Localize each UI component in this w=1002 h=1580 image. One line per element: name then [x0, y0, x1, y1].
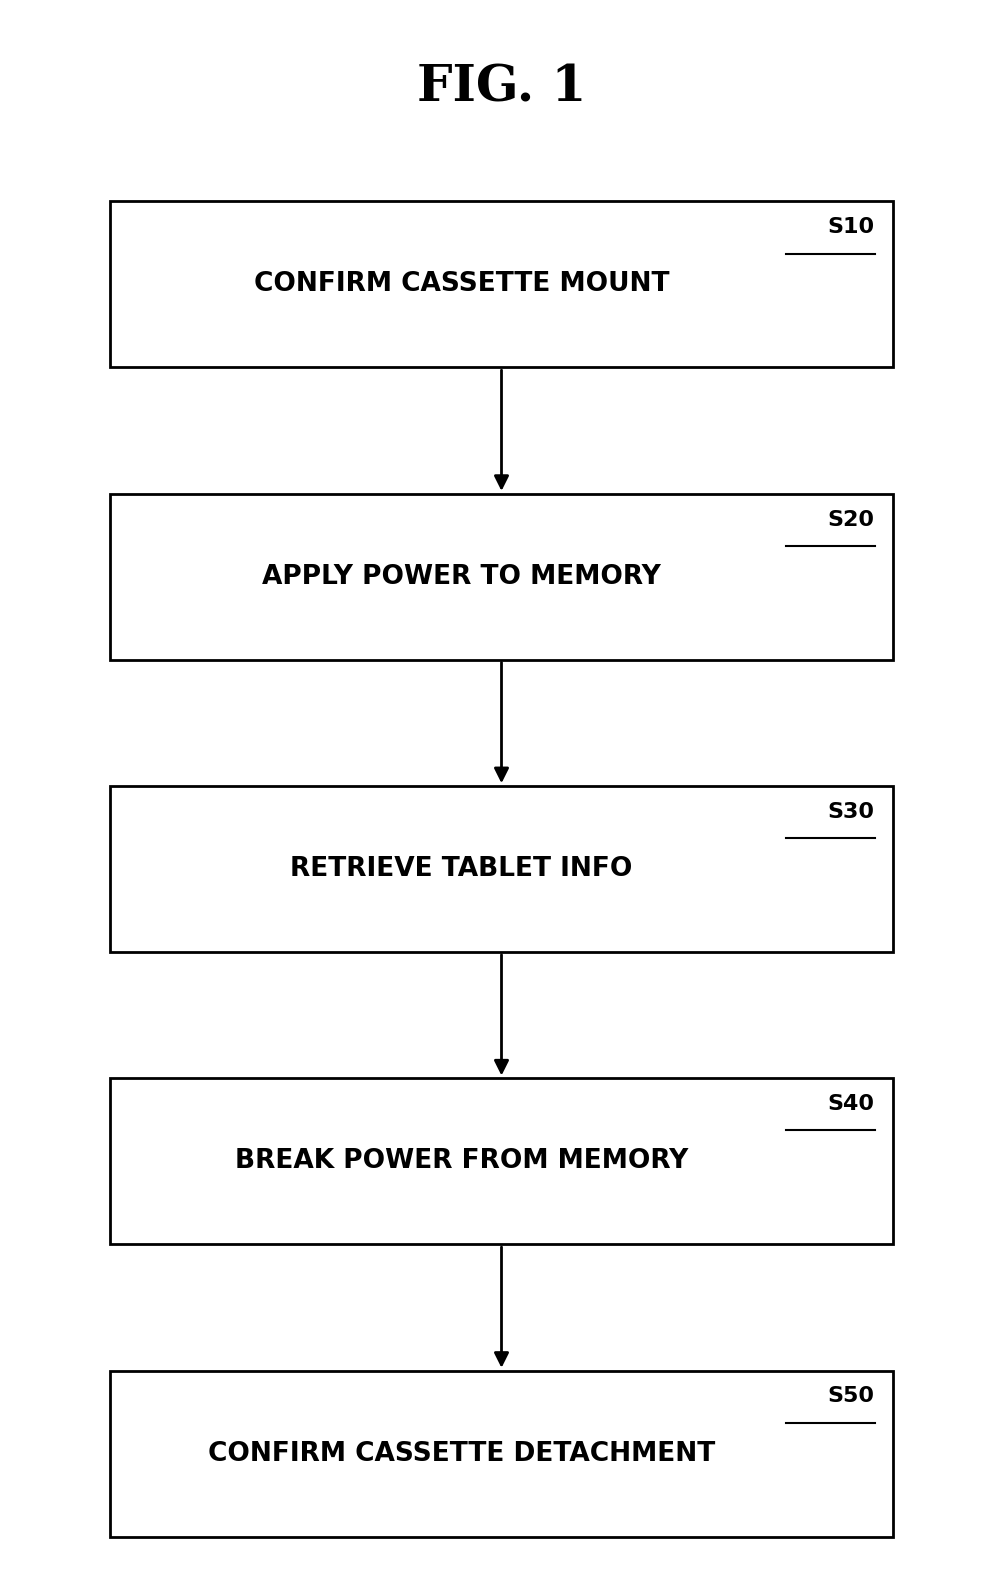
Text: CONFIRM CASSETTE MOUNT: CONFIRM CASSETTE MOUNT — [254, 272, 668, 297]
Text: S30: S30 — [827, 803, 874, 822]
Text: S20: S20 — [827, 510, 874, 529]
FancyBboxPatch shape — [110, 787, 892, 951]
Text: BREAK POWER FROM MEMORY: BREAK POWER FROM MEMORY — [234, 1149, 687, 1174]
Text: S40: S40 — [827, 1095, 874, 1114]
Text: RETRIEVE TABLET INFO: RETRIEVE TABLET INFO — [290, 856, 632, 882]
Text: CONFIRM CASSETTE DETACHMENT: CONFIRM CASSETTE DETACHMENT — [207, 1441, 714, 1466]
FancyBboxPatch shape — [110, 1079, 892, 1245]
FancyBboxPatch shape — [110, 202, 892, 368]
Text: S50: S50 — [827, 1387, 874, 1406]
FancyBboxPatch shape — [110, 1370, 892, 1536]
FancyBboxPatch shape — [110, 495, 892, 660]
Text: FIG. 1: FIG. 1 — [417, 63, 585, 112]
Text: APPLY POWER TO MEMORY: APPLY POWER TO MEMORY — [262, 564, 660, 589]
Text: S10: S10 — [827, 218, 874, 237]
